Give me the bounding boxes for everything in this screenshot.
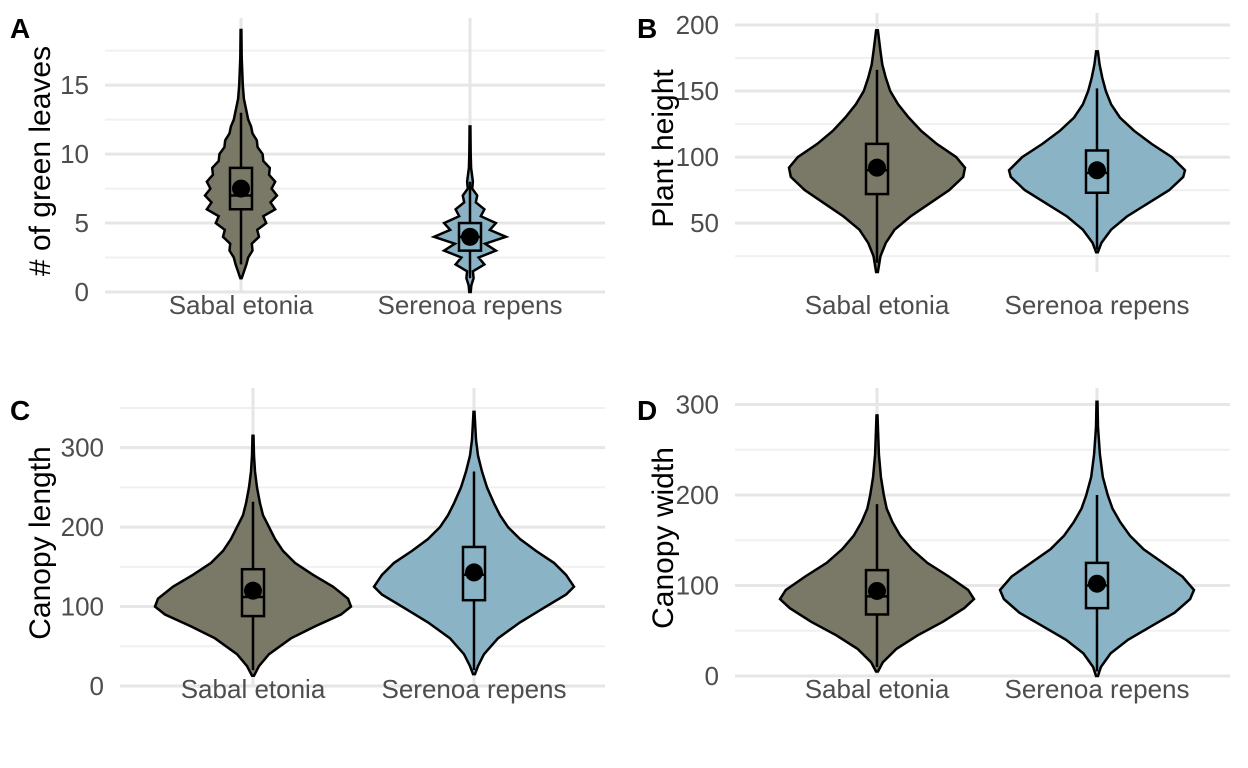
y-tick-label: 300	[61, 433, 104, 463]
panel-tag: A	[10, 13, 30, 44]
y-tick-label: 200	[676, 480, 719, 510]
mean-point	[232, 179, 250, 198]
panel-tag: D	[637, 395, 657, 426]
y-axis-label: Canopy length	[24, 446, 57, 639]
mean-point	[1088, 161, 1106, 180]
x-tick-label: Sabal etonia	[169, 290, 314, 320]
iqr-box	[1084, 149, 1110, 194]
y-axis-label: Plant height	[647, 69, 680, 228]
x-tick-label: Serenoa repens	[1004, 674, 1189, 704]
y-tick-label: 150	[676, 76, 719, 106]
x-tick-label: Sabal etonia	[181, 674, 326, 704]
y-tick-label: 100	[676, 571, 719, 601]
y-tick-label: 10	[60, 139, 89, 169]
x-tick-label: Serenoa repens	[1004, 290, 1189, 320]
y-tick-label: 100	[676, 142, 719, 172]
y-axis-label: # of green leaves	[24, 46, 57, 276]
y-axis-label: Canopy width	[647, 447, 680, 629]
mean-point	[461, 227, 479, 246]
violin-serenoa-repens	[1007, 50, 1187, 254]
mean-point	[244, 581, 262, 600]
y-tick-label: 50	[690, 208, 719, 238]
y-tick-label: 0	[75, 277, 89, 307]
iqr-box	[864, 568, 890, 616]
x-tick-label: Serenoa repens	[377, 290, 562, 320]
mean-point	[465, 563, 483, 582]
iqr-box	[228, 166, 254, 211]
iqr-box	[864, 142, 890, 196]
panel-tag: C	[10, 395, 30, 426]
panel-a: 0 5 10 15 Sabal etonia Serenoa repens # of gre…	[10, 13, 605, 320]
y-tick-label: 200	[61, 512, 104, 542]
y-tick-label: 0	[90, 671, 104, 701]
y-tick-label: 5	[75, 208, 89, 238]
x-tick-label: Sabal etonia	[805, 674, 950, 704]
panel-b: 50 100 150 200 Sabal etonia Serenoa repens Pla…	[637, 10, 1230, 320]
mean-point	[868, 158, 886, 177]
mean-point	[1088, 574, 1106, 593]
panel-c: 0 100 200 300 Sabal etonia Serenoa repens Cano…	[10, 388, 605, 704]
x-tick-label: Sabal etonia	[805, 290, 950, 320]
panel-d: 0 100 200 300 Sabal etonia Serenoa repens Cano…	[637, 388, 1230, 704]
x-tick-label: Serenoa repens	[381, 674, 566, 704]
y-tick-label: 15	[60, 70, 89, 100]
y-tick-label: 100	[61, 592, 104, 622]
iqr-box	[240, 567, 266, 618]
y-tick-label: 300	[676, 390, 719, 420]
y-tick-label: 200	[676, 10, 719, 40]
y-tick-label: 0	[705, 661, 719, 691]
mean-point	[868, 581, 886, 600]
violin-sabal-etonia	[787, 29, 967, 274]
panel-tag: B	[637, 13, 657, 44]
